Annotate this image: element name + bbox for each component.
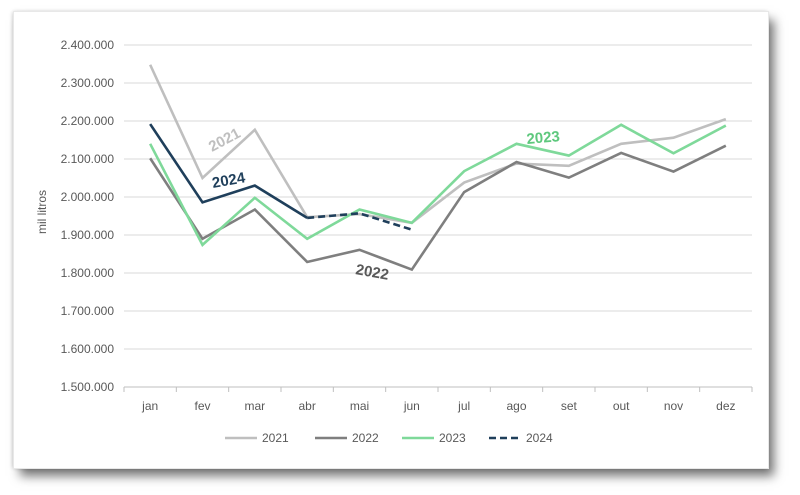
legend-label-2023: 2023 xyxy=(439,431,466,445)
y-tick-label: 1.500.000 xyxy=(61,380,115,394)
x-tick-label: ago xyxy=(506,399,526,413)
gridlines xyxy=(123,44,753,392)
legend-label-2022: 2022 xyxy=(352,431,379,445)
x-tick-label: out xyxy=(613,399,630,413)
series-line-2024-dashed xyxy=(307,212,413,231)
x-tick-label: abr xyxy=(298,399,315,413)
series-line-2022 xyxy=(149,144,727,272)
x-tick-label: jun xyxy=(403,399,420,413)
y-tick-label: 1.800.000 xyxy=(61,266,115,280)
x-tick-label: fev xyxy=(194,399,210,413)
y-tick-label: 2.100.000 xyxy=(61,152,115,166)
x-tick-label: dez xyxy=(716,399,735,413)
x-tick-label: jan xyxy=(141,399,158,413)
legend: 2021 2022 2023 2024 xyxy=(225,431,553,445)
y-tick-label: 2.300.000 xyxy=(61,76,115,90)
x-tick-label: mar xyxy=(244,399,265,413)
annotation-2023: 2023 xyxy=(526,128,561,148)
annotation-2021: 2021 xyxy=(206,125,243,156)
y-tick-label: 1.900.000 xyxy=(61,228,115,242)
series-line-2021 xyxy=(148,64,727,225)
x-tick-label: nov xyxy=(664,399,683,413)
chart-frame xyxy=(14,12,768,468)
series-line-2023 xyxy=(149,123,727,247)
x-tick-labels: jan fev mar abr mai jun jul ago set out nov dez xyxy=(141,399,735,413)
x-tick-label: set xyxy=(561,399,578,413)
y-tick-label: 1.600.000 xyxy=(61,342,115,356)
legend-label-2021: 2021 xyxy=(262,431,289,445)
annotation-2022: 2022 xyxy=(354,261,390,284)
y-tick-labels: 1.500.000 1.600.000 1.700.000 1.800.000 1.90… xyxy=(61,38,115,394)
x-tick-label: jul xyxy=(457,399,470,413)
y-tick-label: 2.400.000 xyxy=(61,38,115,52)
y-tick-label: 1.700.000 xyxy=(61,304,115,318)
x-tick-label: mai xyxy=(350,399,369,413)
series-lines xyxy=(148,64,727,272)
y-tick-label: 2.200.000 xyxy=(61,114,115,128)
annotation-2024: 2024 xyxy=(211,169,247,192)
y-tick-label: 2.000.000 xyxy=(61,190,115,204)
legend-label-2024: 2024 xyxy=(526,431,553,445)
series-line-2024 xyxy=(149,123,308,220)
y-axis-title: mil litros xyxy=(35,190,49,234)
